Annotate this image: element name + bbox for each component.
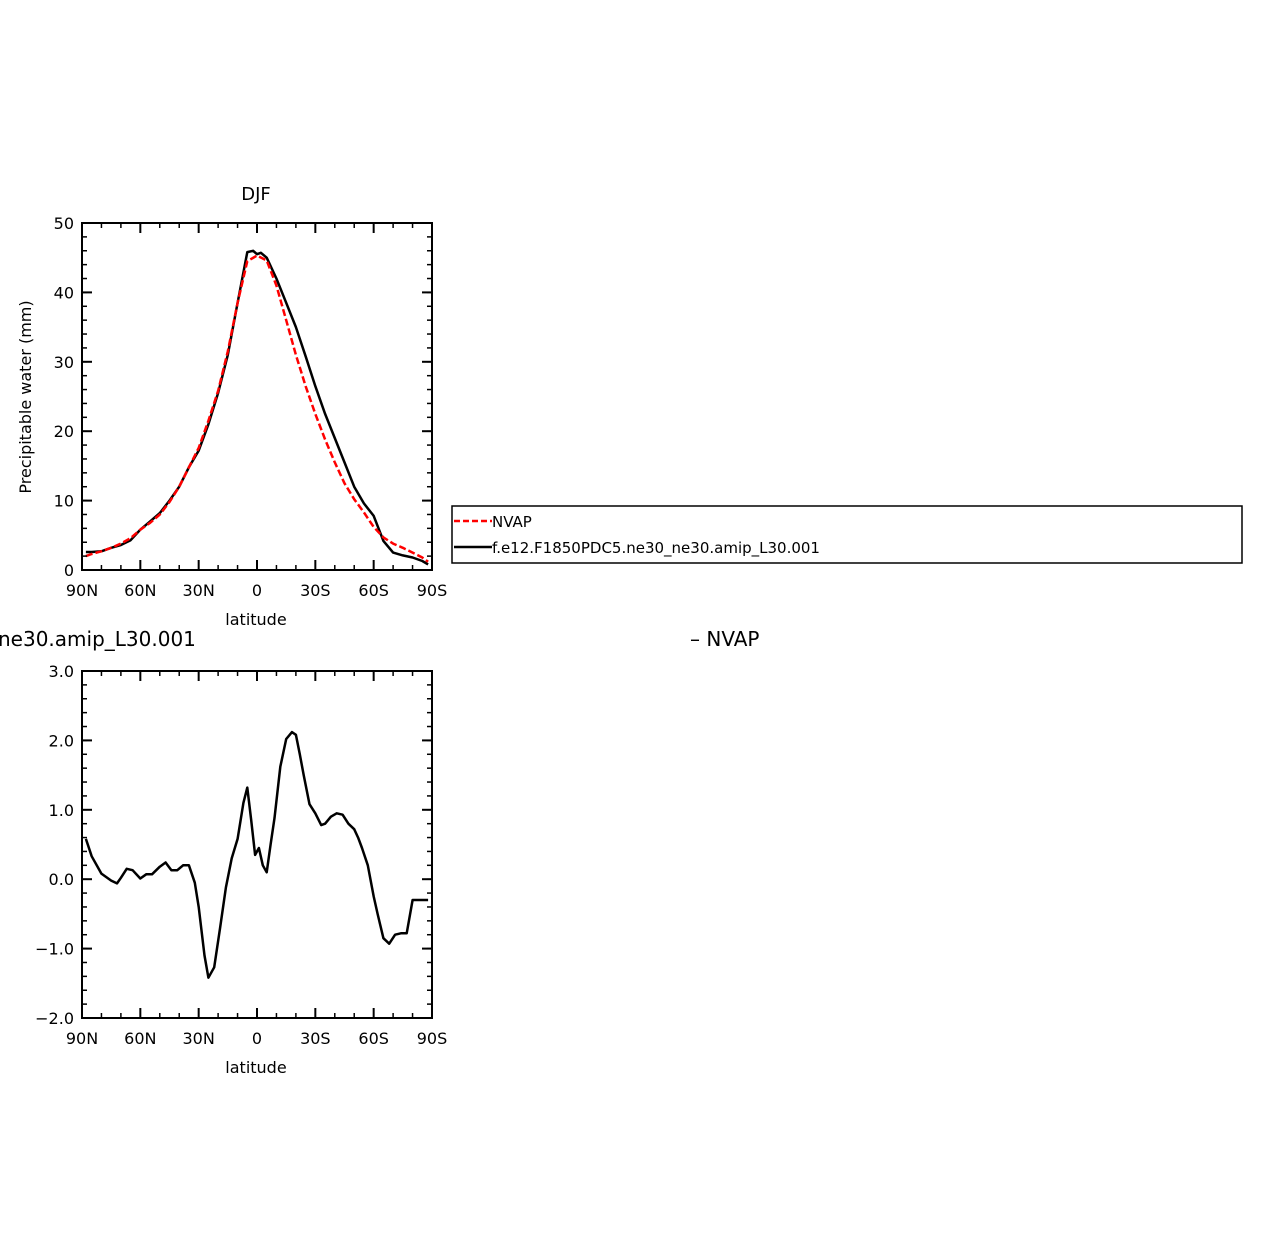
panel2-ytick-label: 0.0 (49, 870, 74, 889)
panel2-title-suffix: – NVAP (690, 627, 759, 651)
panel2-xtick-label: 0 (252, 1029, 262, 1048)
panel1-xtick-label: 30N (183, 581, 215, 600)
panel2-xtick-label: 30N (183, 1029, 215, 1048)
panel2-xtick-label: 60S (358, 1029, 389, 1048)
panel1-xtick-label: 30S (300, 581, 331, 600)
legend: NVAP f.e12.F1850PDC5.ne30_ne30.amip_L30.… (451, 505, 1243, 564)
panel1-series-line-1 (85, 249, 429, 566)
panel1-xtick-label: 90N (66, 581, 98, 600)
panel2-xlabel: latitude (225, 1058, 286, 1077)
panel1-ytick-label: 50 (54, 214, 74, 233)
legend-box (451, 505, 1243, 564)
panel1-ytick-label: 0 (64, 561, 74, 580)
panel2-ytick-label: 1.0 (49, 801, 74, 820)
panel1-ytick-label: 10 (54, 492, 74, 511)
panel2-frame (81, 670, 433, 1019)
panel1-frame (81, 222, 433, 571)
panel1-xtick-label: 60N (124, 581, 156, 600)
panel1-ytick-label: 20 (54, 422, 74, 441)
panel1-xtick-label: 0 (252, 581, 262, 600)
panel2-ylabel-fragment: Precipitable water (mm) (0, 748, 18, 941)
djf-panel: DJF 90N 60N 30N 0 30S 60S 90S 0 10 20 30 40 50 latit… (16, 184, 447, 629)
panel2-xtick-label: 90N (66, 1029, 98, 1048)
panel1-ylabel: Precipitable water (mm) (16, 300, 35, 493)
panel2-title-fragment: ne30.amip_L30.001 (0, 627, 196, 651)
panel1-ticks: 90N 60N 30N 0 30S 60S 90S 0 10 20 30 40 50 (54, 214, 448, 600)
legend-label-model: f.e12.F1850PDC5.ne30_ne30.amip_L30.001 (492, 539, 820, 558)
panel2-ytick-label: 3.0 (49, 662, 74, 681)
panel2-ytick-label: −2.0 (35, 1009, 74, 1028)
panel1-title: DJF (241, 184, 271, 205)
panel2-xtick-label: 90S (417, 1029, 448, 1048)
panel1-series-line-0 (85, 254, 429, 563)
panel1-xtick-label: 90S (417, 581, 448, 600)
panel1-ytick-label: 30 (54, 353, 74, 372)
panel2-series-line-0 (84, 730, 429, 979)
panel2-marks (84, 730, 429, 979)
panel2-xtick-label: 60N (124, 1029, 156, 1048)
panel2-xtick-label: 30S (300, 1029, 331, 1048)
panel2-ytick-label: 2.0 (49, 731, 74, 750)
panel1-marks (85, 249, 429, 566)
panel1-xlabel: latitude (225, 610, 286, 629)
panel2-ticks: 90N 60N 30N 0 30S 60S 90S −2.0 −1.0 0.0 1.0 2.0 3.0 (35, 662, 447, 1048)
panel1-ytick-label: 40 (54, 283, 74, 302)
panel1-xtick-label: 60S (358, 581, 389, 600)
difference-panel: ne30.amip_L30.001 – NVAP 90N 60N 30N 0 30S 60… (0, 627, 759, 1077)
panel2-ytick-label: −1.0 (35, 940, 74, 959)
legend-label-nvap: NVAP (492, 513, 532, 531)
